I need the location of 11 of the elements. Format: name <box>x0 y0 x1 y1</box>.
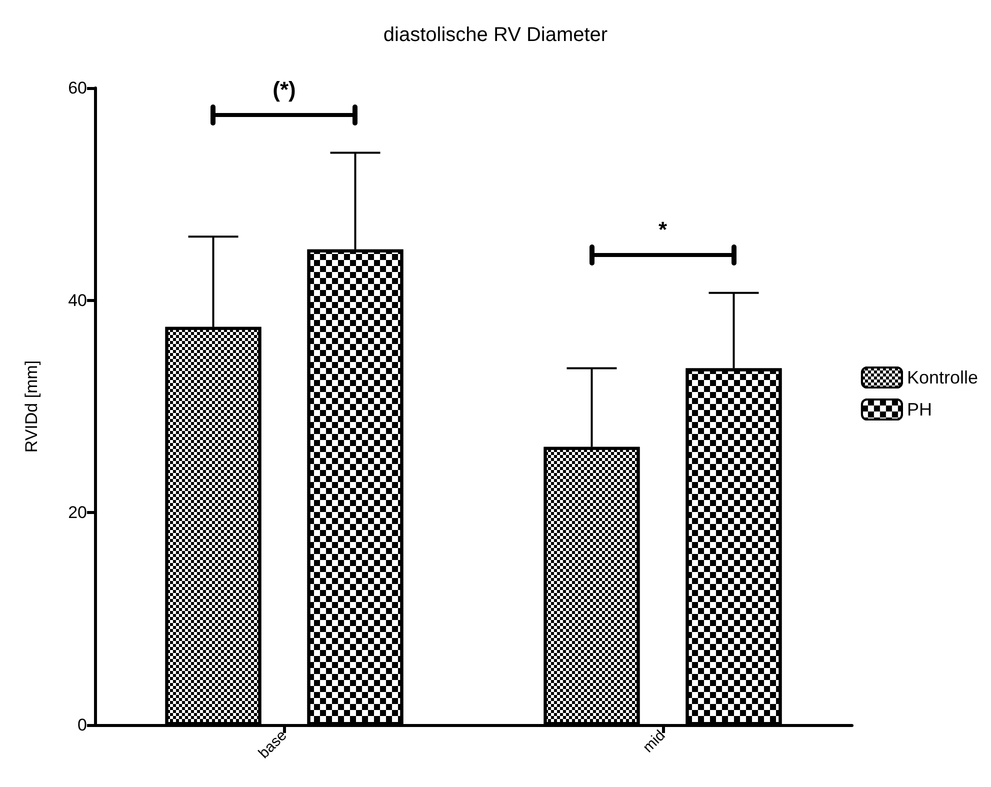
y-tick-label: 0 <box>78 716 87 734</box>
y-tick-label: 60 <box>68 78 87 98</box>
y-axis-title: RVIDd [mm] <box>22 360 41 453</box>
annotation: (*) <box>272 76 297 103</box>
legend-label: PH <box>906 400 932 420</box>
chart-title: diastolische RV Diameter <box>383 24 608 46</box>
annotation: * <box>657 216 668 243</box>
y-tick-label: 40 <box>68 290 87 310</box>
legend-label: Kontrolle <box>906 368 978 388</box>
x-tick-label: mid <box>640 726 669 756</box>
y-tick-label: 20 <box>68 503 87 522</box>
